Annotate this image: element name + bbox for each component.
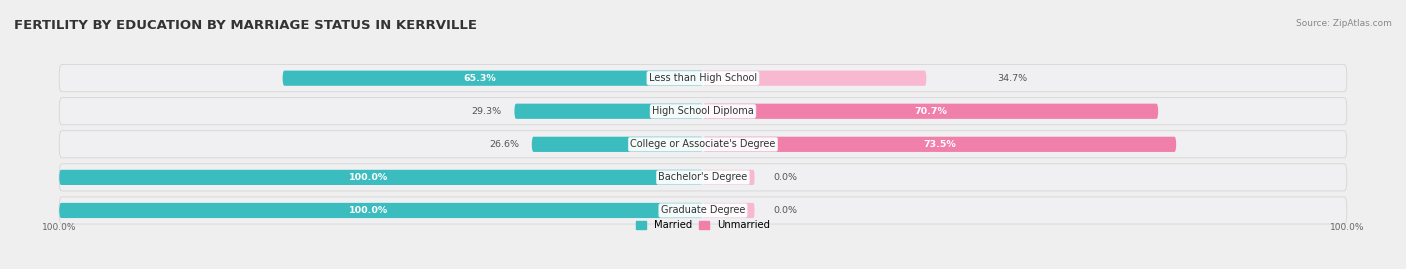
FancyBboxPatch shape — [515, 104, 703, 119]
Text: 0.0%: 0.0% — [773, 206, 797, 215]
FancyBboxPatch shape — [283, 70, 703, 86]
Text: Bachelor's Degree: Bachelor's Degree — [658, 172, 748, 182]
Text: College or Associate's Degree: College or Associate's Degree — [630, 139, 776, 149]
Text: 0.0%: 0.0% — [773, 173, 797, 182]
Text: High School Diploma: High School Diploma — [652, 106, 754, 116]
FancyBboxPatch shape — [59, 203, 703, 218]
Text: Less than High School: Less than High School — [650, 73, 756, 83]
Text: FERTILITY BY EDUCATION BY MARRIAGE STATUS IN KERRVILLE: FERTILITY BY EDUCATION BY MARRIAGE STATU… — [14, 19, 477, 32]
FancyBboxPatch shape — [59, 131, 1347, 158]
Text: 29.3%: 29.3% — [471, 107, 502, 116]
FancyBboxPatch shape — [703, 203, 755, 218]
Text: 65.3%: 65.3% — [464, 74, 496, 83]
Text: 100.0%: 100.0% — [349, 173, 388, 182]
Text: Source: ZipAtlas.com: Source: ZipAtlas.com — [1296, 19, 1392, 28]
Text: Graduate Degree: Graduate Degree — [661, 206, 745, 215]
FancyBboxPatch shape — [703, 170, 755, 185]
Text: 26.6%: 26.6% — [489, 140, 519, 149]
FancyBboxPatch shape — [531, 137, 703, 152]
FancyBboxPatch shape — [59, 98, 1347, 125]
FancyBboxPatch shape — [59, 65, 1347, 92]
Text: 70.7%: 70.7% — [914, 107, 948, 116]
FancyBboxPatch shape — [59, 197, 1347, 224]
FancyBboxPatch shape — [59, 170, 703, 185]
FancyBboxPatch shape — [703, 137, 1177, 152]
Text: 73.5%: 73.5% — [924, 140, 956, 149]
Text: 100.0%: 100.0% — [42, 223, 76, 232]
Text: 100.0%: 100.0% — [1330, 223, 1364, 232]
FancyBboxPatch shape — [703, 70, 927, 86]
FancyBboxPatch shape — [59, 164, 1347, 191]
Legend: Married, Unmarried: Married, Unmarried — [633, 217, 773, 235]
FancyBboxPatch shape — [703, 104, 1159, 119]
Text: 100.0%: 100.0% — [349, 206, 388, 215]
Text: 34.7%: 34.7% — [997, 74, 1028, 83]
